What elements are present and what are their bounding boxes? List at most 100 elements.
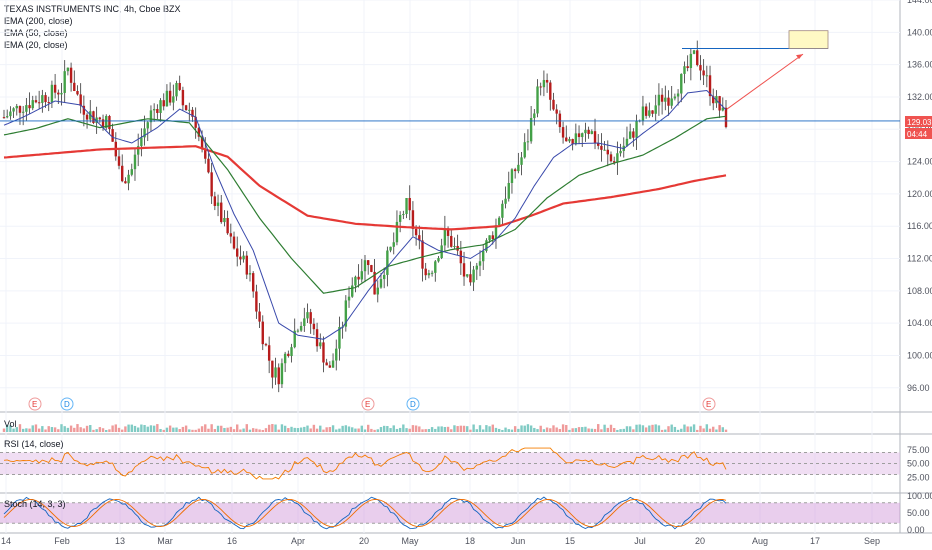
candle-body xyxy=(641,106,645,121)
candle-body xyxy=(430,272,434,274)
candle-body xyxy=(156,109,159,113)
volume-bar xyxy=(200,426,204,432)
candle-body xyxy=(363,260,367,272)
volume-bar xyxy=(60,424,63,432)
candle-body xyxy=(485,240,488,251)
volume-bar xyxy=(156,424,159,432)
annotations[interactable] xyxy=(0,30,900,122)
volume-bar xyxy=(622,428,625,432)
volume-bar xyxy=(638,424,641,432)
candle-body xyxy=(600,145,603,150)
candle-body xyxy=(309,312,312,324)
stoch-k-line xyxy=(3,496,727,530)
volume-bar xyxy=(34,424,38,432)
volume-bar xyxy=(242,428,245,432)
candle-body xyxy=(507,183,510,199)
volume-bar xyxy=(529,425,533,432)
volume-bar xyxy=(274,424,277,432)
volume-bar xyxy=(667,426,670,432)
candle-body xyxy=(165,90,169,107)
candle-body xyxy=(699,65,702,71)
volume-bar xyxy=(632,429,635,432)
candle-body xyxy=(319,342,322,347)
candle-body xyxy=(50,84,54,103)
candle-body xyxy=(200,136,204,150)
candle-body xyxy=(558,113,562,128)
candle-body xyxy=(366,260,370,266)
volume-bar xyxy=(130,424,133,432)
candle-body xyxy=(21,111,25,113)
volume-bar xyxy=(57,429,60,432)
candle-body xyxy=(210,172,213,197)
volume-bar xyxy=(715,429,718,432)
volume-bar xyxy=(398,427,402,432)
candle-body xyxy=(446,228,450,236)
candle-body xyxy=(459,250,463,264)
volume-bar xyxy=(494,427,498,432)
volume-bar xyxy=(696,429,699,432)
volume-bar xyxy=(497,428,501,432)
volume-bar xyxy=(31,425,34,432)
volume-bar xyxy=(536,429,539,432)
volume-bar xyxy=(434,428,437,432)
volume-bar xyxy=(232,429,236,432)
candle-body xyxy=(251,273,255,292)
volume-bar xyxy=(625,426,629,432)
volume-bar xyxy=(133,425,137,432)
candle-body xyxy=(654,105,657,114)
volume-bar xyxy=(312,424,316,432)
volume-bar xyxy=(328,427,332,432)
volume-bar xyxy=(386,426,389,432)
price-badge-value: 129.03 xyxy=(907,118,932,127)
candle-body xyxy=(162,100,165,107)
candle-body xyxy=(159,100,162,113)
volume-bar xyxy=(491,424,494,432)
volume-bar xyxy=(545,427,549,432)
candle-body xyxy=(552,99,555,110)
volume-bar xyxy=(382,425,386,432)
candle-body xyxy=(293,330,296,348)
candle-body xyxy=(101,119,105,128)
volume-bar xyxy=(121,429,124,432)
event-markers[interactable]: E D E D E xyxy=(28,397,716,411)
volume-bar xyxy=(264,428,268,432)
volume-bar xyxy=(414,425,418,432)
volume-bar xyxy=(408,428,411,432)
volume-bar xyxy=(593,428,597,432)
candle-body xyxy=(565,137,568,142)
volume-bar xyxy=(721,427,725,432)
candle-body xyxy=(418,235,421,241)
volume-bar xyxy=(303,426,306,432)
volume-bar xyxy=(101,428,105,432)
volume-bar xyxy=(37,428,41,432)
volume-bar xyxy=(239,429,242,432)
volume-bar xyxy=(379,427,383,432)
rsi-pane: 75.00 50.00 25.00 xyxy=(0,445,930,482)
y-tick-label: 132.00 xyxy=(907,92,932,102)
volume-bar xyxy=(654,424,657,432)
candle-body xyxy=(232,236,236,249)
chart-title: TEXAS INSTRUMENTS INC, 4h, Cboe BZX xyxy=(4,4,181,14)
volume-bar xyxy=(651,424,654,432)
candle-body xyxy=(325,362,328,366)
volume-bar xyxy=(331,425,335,432)
volume-bar xyxy=(437,426,440,432)
volume-bar xyxy=(69,425,73,432)
volume-bar xyxy=(293,427,296,432)
candle-body xyxy=(73,82,76,91)
volume-bar xyxy=(197,428,201,432)
candle-body xyxy=(172,96,175,103)
volume-bar xyxy=(670,424,673,432)
volume-bar xyxy=(405,428,408,432)
volume-bar xyxy=(223,427,226,432)
volume-bar xyxy=(178,429,181,432)
candle-body xyxy=(34,100,38,103)
candle-body xyxy=(619,150,622,154)
candle-body xyxy=(504,198,507,204)
candle-body xyxy=(571,138,574,145)
volume-bar xyxy=(616,429,619,432)
candle-body xyxy=(561,127,565,138)
candle-body xyxy=(379,279,383,288)
volume-bar xyxy=(466,426,469,432)
